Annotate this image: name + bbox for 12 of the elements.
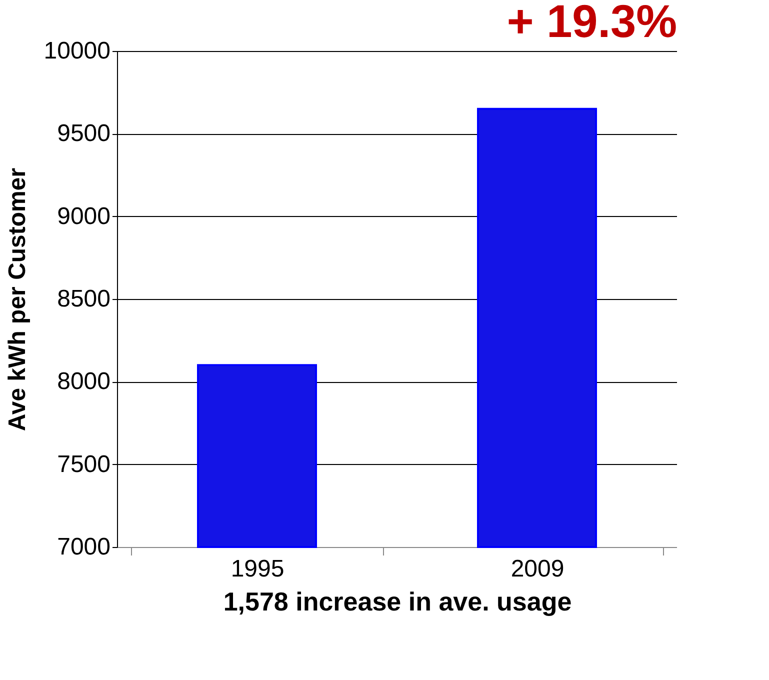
- x-tick-label: 2009: [510, 556, 564, 582]
- chart-title: + 19.3%: [506, 0, 677, 47]
- y-tick-label: 8000: [57, 368, 110, 396]
- y-tick-label: 7000: [57, 534, 110, 560]
- x-tick-label: 1995: [230, 556, 284, 582]
- x-axis-title: 1,578 increase in ave. usage: [223, 586, 572, 616]
- y-tick-label: 8500: [57, 286, 110, 312]
- y-tick-label: 9500: [57, 120, 110, 148]
- y-tick-label: 9000: [57, 202, 110, 230]
- y-tick-label: 7500: [57, 450, 110, 478]
- y-axis-title: Ave kWh per Customer: [4, 168, 31, 432]
- y-tick-label: 10000: [44, 38, 110, 64]
